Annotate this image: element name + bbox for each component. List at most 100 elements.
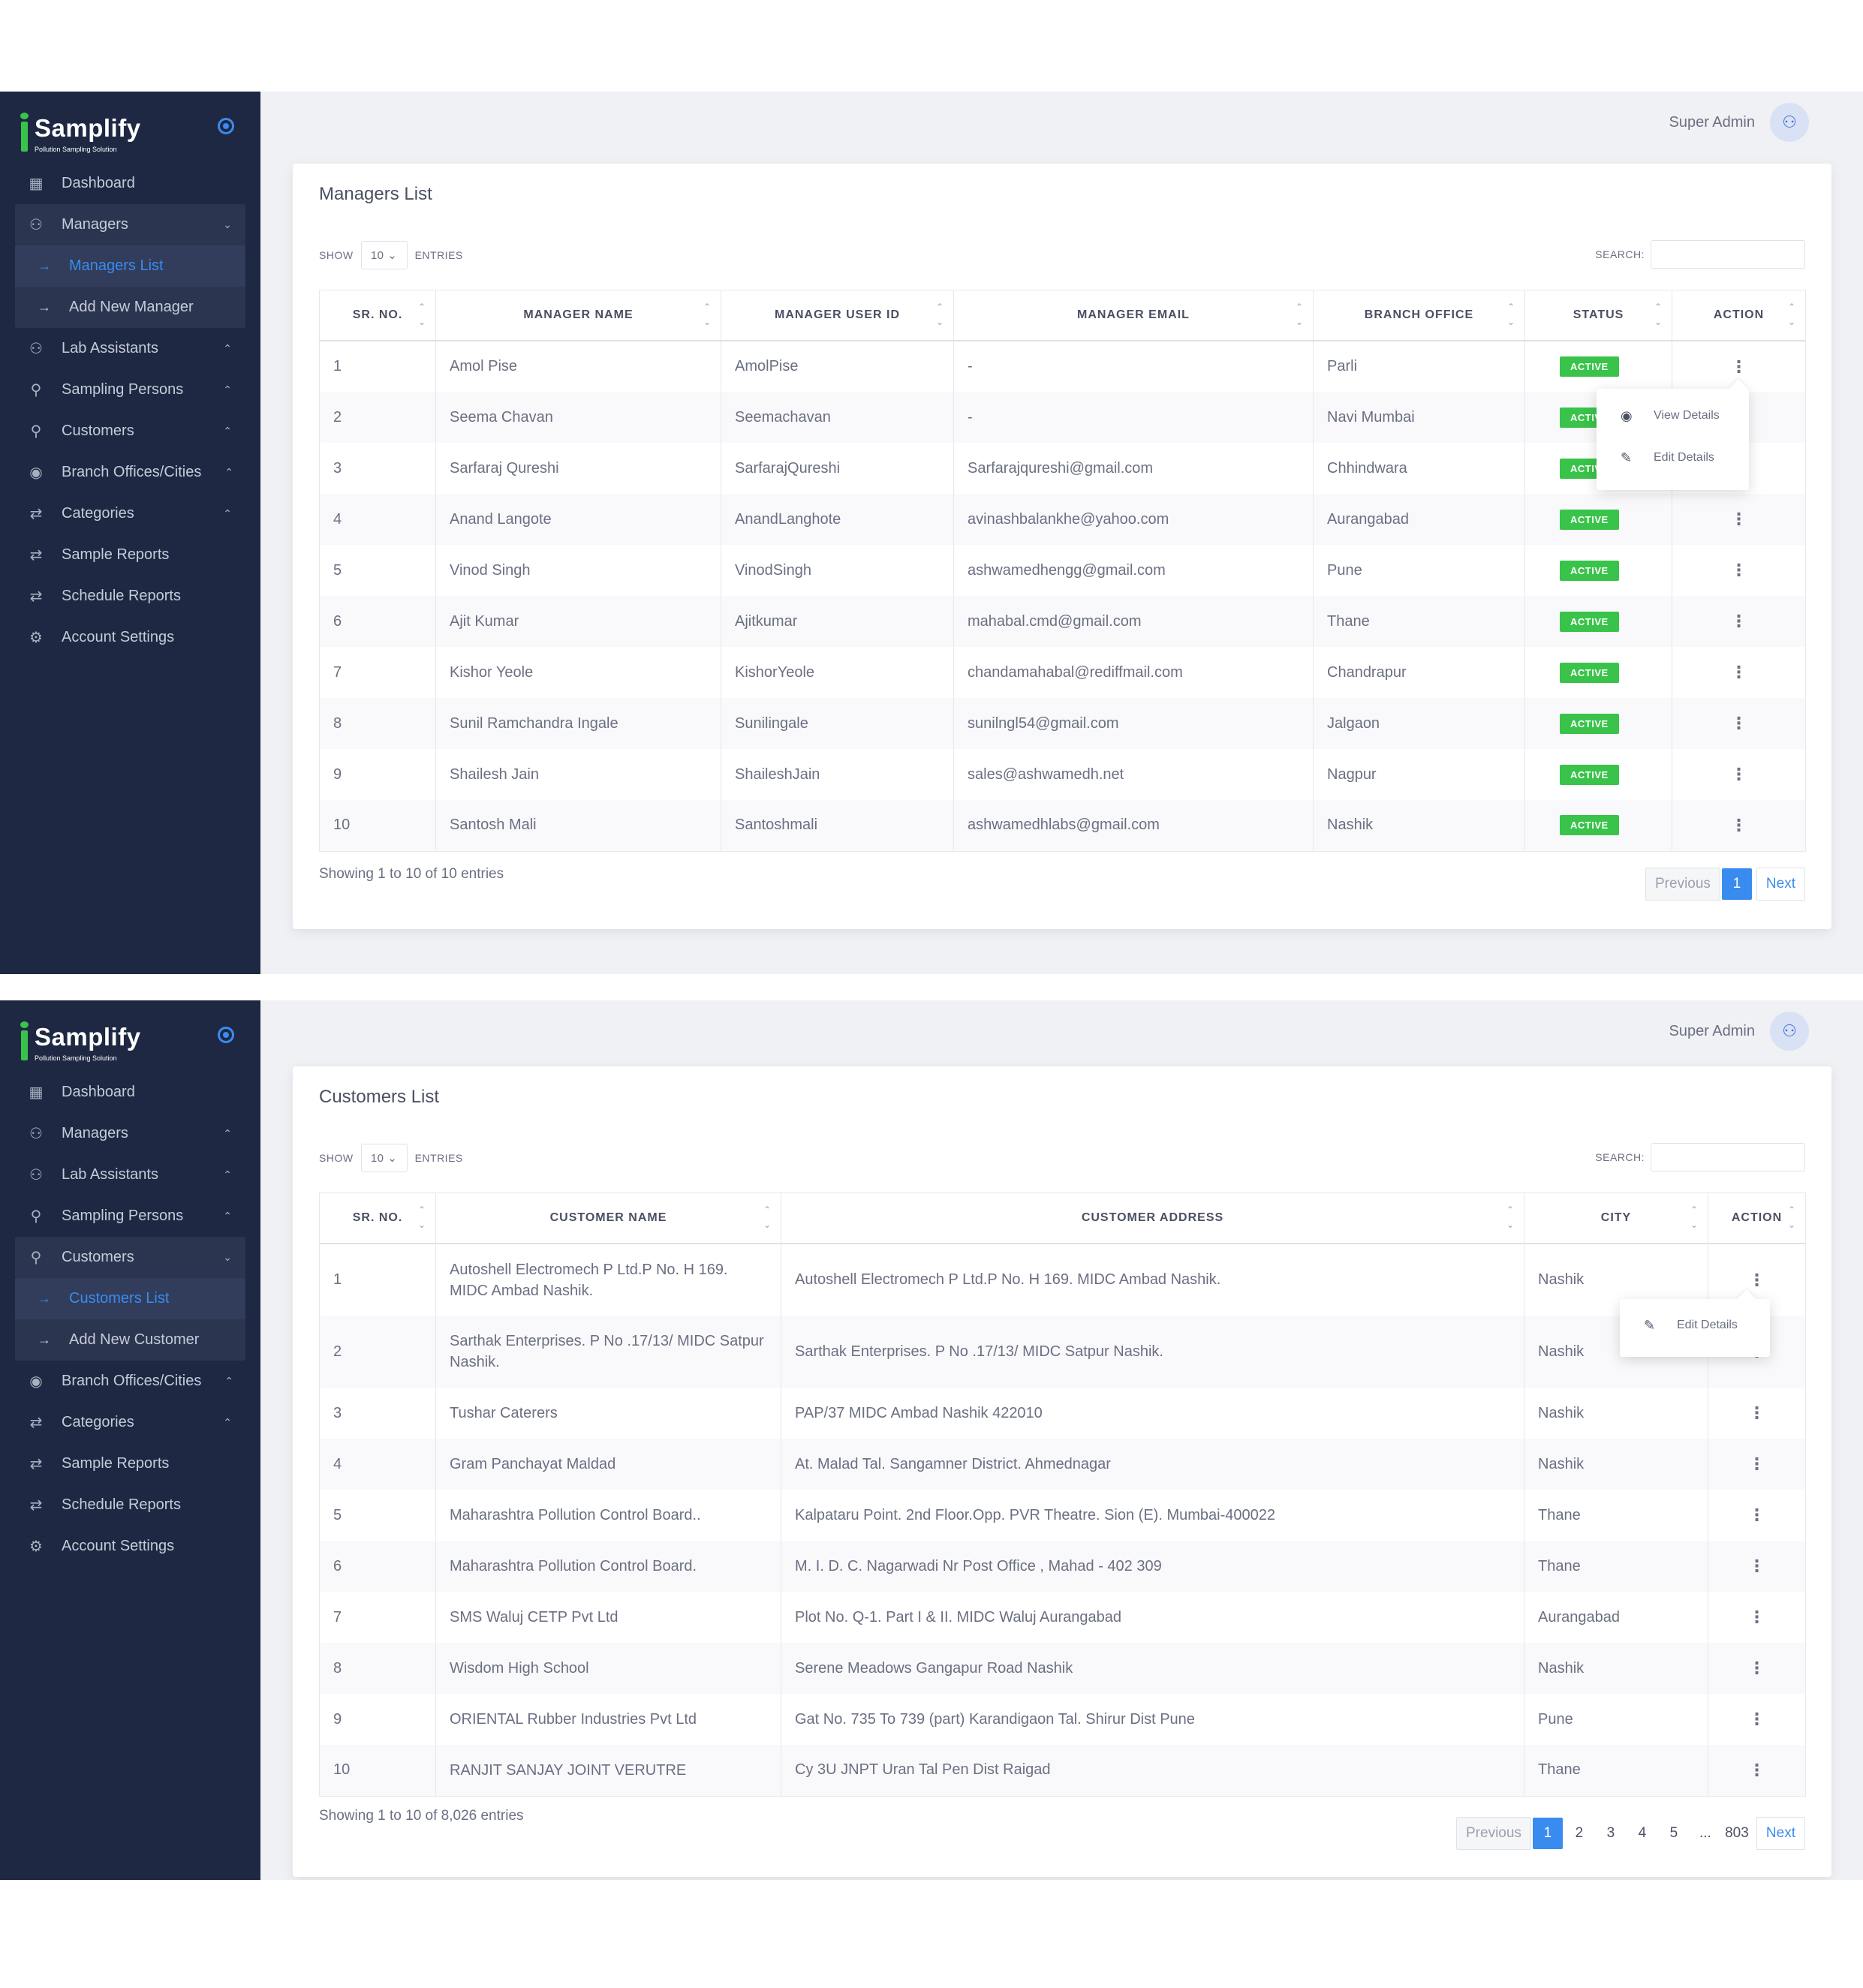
column-header[interactable]: ACTION ⌃ ⌄ [1708,1192,1806,1244]
entries-select[interactable]: 10 ⌄ [360,1144,408,1172]
page-button[interactable]: 3 [1606,1825,1615,1841]
more-vertical-icon[interactable]: ⋮ [1730,510,1747,528]
previous-button[interactable]: Previous [1456,1817,1531,1850]
sidebar-item-customers[interactable]: ⚲ Customers ⌃ [0,411,260,452]
sidebar-toggle-icon[interactable] [218,118,234,134]
sidebar-item-add-new-customer[interactable]: → Add New Customer [15,1319,245,1361]
column-header[interactable]: SR. NO. ⌃ ⌄ [319,290,436,341]
show-label: SHOW [319,1152,354,1164]
more-vertical-icon[interactable]: ⋮ [1730,356,1747,376]
sidebar-item-schedule-reports[interactable]: ⇄ Schedule Reports [0,1484,260,1526]
column-header[interactable]: BRANCH OFFICE ⌃ ⌄ [1313,290,1525,341]
sidebar-item-account-settings[interactable]: ⚙ Account Settings [0,1526,260,1567]
sidebar-item-add-new-manager[interactable]: → Add New Manager [15,287,245,328]
more-vertical-icon[interactable]: ⋮ [1730,714,1747,732]
user-menu[interactable]: Super Admin ⚇ [1669,103,1809,142]
more-vertical-icon[interactable]: ⋮ [1748,1403,1765,1422]
sidebar-item-categories[interactable]: ⇄ Categories ⌃ [0,493,260,534]
sidebar-item-managers[interactable]: ⚇ Managers ⌃ [0,1113,260,1154]
more-vertical-icon[interactable]: ⋮ [1730,663,1747,681]
more-vertical-icon[interactable]: ⋮ [1748,1505,1765,1524]
page-button[interactable]: 803 [1725,1825,1749,1841]
action-cell: ⋮ [1708,1694,1806,1745]
more-vertical-icon[interactable]: ⋮ [1748,1454,1765,1473]
brand-logo[interactable]: Samplify Pollution Sampling Solution [20,1021,170,1066]
more-vertical-icon[interactable]: ⋮ [1730,815,1747,835]
more-vertical-icon[interactable]: ⋮ [1748,1659,1765,1677]
more-vertical-icon[interactable]: ⋮ [1730,561,1747,579]
search-input[interactable] [1651,1143,1805,1171]
manager-name-cell: Shailesh Jain [435,749,721,800]
more-vertical-icon[interactable]: ⋮ [1748,1556,1765,1575]
sort-icon: ⌃ ⌄ [1506,1205,1515,1230]
dashboard-icon: ▦ [29,1084,44,1101]
sidebar-item-customers-list[interactable]: → Customers List [15,1278,245,1319]
avatar[interactable]: ⚇ [1770,103,1809,142]
more-vertical-icon[interactable]: ⋮ [1730,765,1747,783]
column-header[interactable]: CITY ⌃ ⌄ [1524,1192,1708,1244]
sidebar-item-lab-assistants[interactable]: ⚇ Lab Assistants ⌃ [0,328,260,369]
page-button[interactable]: 4 [1638,1825,1647,1841]
status-badge: ACTIVE [1560,815,1619,836]
next-button[interactable]: Next [1756,868,1805,901]
column-header-label: STATUS [1573,308,1624,321]
more-vertical-icon[interactable]: ⋮ [1730,612,1747,630]
page-button[interactable]: 1 [1532,1818,1563,1849]
page-button[interactable]: 2 [1575,1825,1584,1841]
sampling-persons-icon: ⚲ [30,382,42,399]
sidebar-item-branch-offices[interactable]: ◉ Branch Offices/Cities ⌃ [0,1361,260,1402]
sidebar-item-sample-reports[interactable]: ⇄ Sample Reports [0,534,260,576]
sidebar-item-dashboard[interactable]: ▦ Dashboard [0,1072,260,1113]
more-vertical-icon[interactable]: ⋮ [1748,1270,1765,1289]
view-details-item[interactable]: ◉ View Details [1597,395,1749,437]
search-input[interactable] [1651,240,1805,269]
more-vertical-icon[interactable]: ⋮ [1748,1608,1765,1626]
edit-details-item[interactable]: ✎ Edit Details [1597,437,1749,479]
table-row: 9 ORIENTAL Rubber Industries Pvt Ltd Gat N… [319,1694,1806,1745]
next-button[interactable]: Next [1756,1817,1805,1850]
sidebar-item-account-settings[interactable]: ⚙ Account Settings [0,617,260,658]
sidebar-item-dashboard[interactable]: ▦ Dashboard [0,163,260,204]
more-vertical-icon[interactable]: ⋮ [1748,1710,1765,1728]
search-control: SEARCH: [1595,1143,1805,1171]
table-row: 1 Autoshell Electromech P Ltd.P No. H 169… [319,1244,1806,1316]
sort-icon: ⌃ ⌄ [763,1205,772,1230]
sample-reports-icon: ⇄ [29,1456,43,1472]
manager-name-cell: Sunil Ramchandra Ingale [435,698,721,749]
sidebar-item-customers[interactable]: ⚲ Customers ⌄ [15,1237,245,1278]
sidebar: Samplify Pollution Sampling Solution ▦ Da… [0,92,260,974]
entries-select[interactable]: 10 ⌄ [360,241,408,269]
table-row: 10 Santosh Mali Santoshmali ashwamedhlabs@g… [319,800,1806,852]
column-header[interactable]: CUSTOMER NAME ⌃ ⌄ [435,1192,781,1244]
column-header[interactable]: MANAGER NAME ⌃ ⌄ [435,290,721,341]
sidebar-item-managers[interactable]: ⚇ Managers ⌄ [15,204,245,245]
column-header[interactable]: ACTION ⌃ ⌄ [1672,290,1806,341]
column-header[interactable]: CUSTOMER ADDRESS ⌃ ⌄ [781,1192,1524,1244]
sidebar-item-sampling-persons[interactable]: ⚲ Sampling Persons ⌃ [0,369,260,411]
sidebar-menu: ▦ Dashboard ⚇ Managers ⌄ → Managers List → Ad… [0,163,260,658]
column-header[interactable]: SR. NO. ⌃ ⌄ [319,1192,436,1244]
brand-logo[interactable]: Samplify Pollution Sampling Solution [20,113,170,158]
page-button[interactable]: 1 [1721,868,1752,900]
status-badge: ACTIVE [1560,356,1619,377]
customer-name-cell: Maharashtra Pollution Control Board.. [435,1490,781,1541]
sidebar-item-lab-assistants[interactable]: ⚇ Lab Assistants ⌃ [0,1154,260,1196]
avatar[interactable]: ⚇ [1770,1012,1809,1051]
previous-button[interactable]: Previous [1645,868,1720,901]
column-header[interactable]: MANAGER USER ID ⌃ ⌄ [721,290,954,341]
sidebar-item-sampling-persons[interactable]: ⚲ Sampling Persons ⌃ [0,1196,260,1237]
more-vertical-icon[interactable]: ⋮ [1748,1760,1765,1779]
sidebar-item-branch-offices[interactable]: ◉ Branch Offices/Cities ⌃ [0,452,260,493]
sidebar-item-categories[interactable]: ⇄ Categories ⌃ [0,1402,260,1443]
column-header[interactable]: STATUS ⌃ ⌄ [1524,290,1672,341]
page-button[interactable]: 5 [1669,1825,1678,1841]
logo-mark-bar [21,122,28,152]
sidebar-toggle-icon[interactable] [218,1027,234,1043]
sidebar-item-managers-list[interactable]: → Managers List [15,245,245,287]
user-menu[interactable]: Super Admin ⚇ [1669,1012,1809,1051]
edit-details-item[interactable]: ✎ Edit Details [1620,1304,1770,1346]
customer-address-cell: Sarthak Enterprises. P No .17/13/ MIDC S… [781,1316,1524,1388]
sidebar-item-schedule-reports[interactable]: ⇄ Schedule Reports [0,576,260,617]
column-header[interactable]: MANAGER EMAIL ⌃ ⌄ [953,290,1314,341]
sidebar-item-sample-reports[interactable]: ⇄ Sample Reports [0,1443,260,1484]
